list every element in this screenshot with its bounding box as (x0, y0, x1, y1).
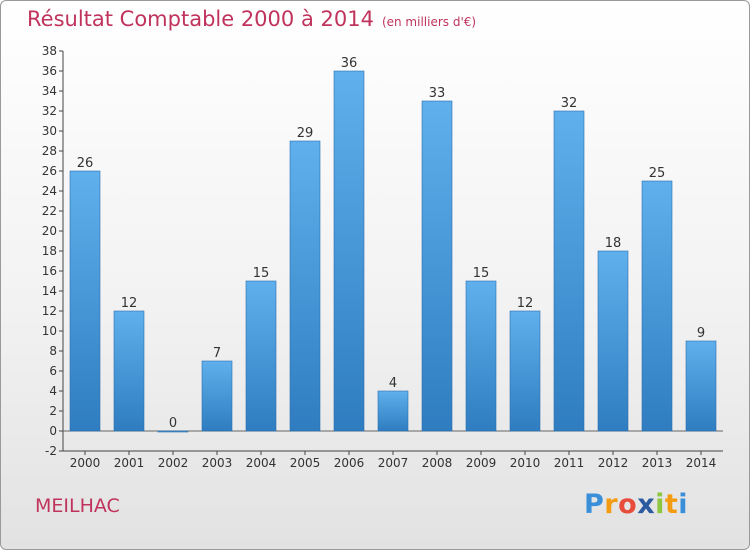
bar-2012 (597, 250, 629, 432)
data-label-2006: 36 (341, 56, 358, 71)
data-label-2014: 9 (697, 326, 705, 341)
data-label-2013: 25 (649, 166, 666, 181)
x-tick-label-2010: 2010 (510, 456, 541, 470)
x-tick-label-2001: 2001 (114, 456, 145, 470)
data-label-2005: 29 (297, 126, 314, 141)
bar-2007 (377, 390, 409, 432)
y-tick-label: 24 (42, 184, 57, 198)
y-tick-label: 22 (42, 204, 57, 218)
x-tick-label-2006: 2006 (334, 456, 365, 470)
x-tick-label-2014: 2014 (686, 456, 717, 470)
y-tick-label: 30 (42, 124, 57, 138)
chart-bars (69, 70, 717, 433)
chart-title-block: Résultat Comptable 2000 à 2014 (en millie… (27, 7, 476, 31)
bar-2010 (509, 310, 541, 432)
data-label-2011: 32 (561, 96, 578, 111)
bar-2005 (289, 140, 321, 432)
logo-letter: o (618, 489, 638, 520)
logo-letter: i (678, 489, 689, 520)
y-tick-label: 38 (42, 44, 57, 58)
data-label-2004: 15 (253, 266, 270, 281)
data-label-2009: 15 (473, 266, 490, 281)
bar-2011 (553, 110, 585, 432)
y-tick-label: 34 (42, 84, 57, 98)
y-tick-label: 32 (42, 104, 57, 118)
logo-letter: i (655, 489, 665, 520)
x-tick-label-2005: 2005 (290, 456, 321, 470)
chart-axes: -202468101214161820222426283032343638200… (42, 44, 723, 470)
logo-letter: t (664, 489, 679, 520)
y-tick-label: 2 (49, 404, 57, 418)
y-tick-label: 10 (42, 324, 57, 338)
proxiti-logo: Proxiti (584, 489, 688, 520)
bar-2004 (245, 280, 277, 432)
x-tick-label-2012: 2012 (598, 456, 629, 470)
x-tick-label-2009: 2009 (466, 456, 497, 470)
data-label-2003: 7 (213, 346, 221, 361)
y-tick-label: 28 (42, 144, 57, 158)
bar-2000 (69, 170, 101, 432)
y-tick-label: 8 (49, 344, 57, 358)
data-label-2002: 0 (169, 416, 177, 431)
data-label-2001: 12 (121, 296, 138, 311)
x-tick-label-2000: 2000 (70, 456, 101, 470)
x-tick-label-2004: 2004 (246, 456, 277, 470)
data-label-2008: 33 (429, 86, 446, 101)
bar-2009 (465, 280, 497, 432)
data-label-2007: 4 (389, 376, 397, 391)
x-tick-label-2008: 2008 (422, 456, 453, 470)
chart-subtitle: (en milliers d'€) (381, 15, 477, 29)
y-tick-label: 16 (42, 264, 57, 278)
x-tick-label-2003: 2003 (202, 456, 233, 470)
y-tick-label: 18 (42, 244, 57, 258)
bar-2013 (641, 180, 673, 432)
logo-letter: r (604, 489, 619, 520)
x-tick-label-2011: 2011 (554, 456, 585, 470)
bar-2008 (421, 100, 453, 432)
y-tick-label: 12 (42, 304, 57, 318)
y-tick-label: 14 (42, 284, 57, 298)
x-tick-label-2002: 2002 (158, 456, 189, 470)
y-tick-label: 36 (42, 64, 57, 78)
bar-2014 (685, 340, 717, 432)
y-tick-label: 6 (49, 364, 57, 378)
data-label-2010: 12 (517, 296, 534, 311)
y-tick-label: 26 (42, 164, 57, 178)
y-tick-label: 20 (42, 224, 57, 238)
chart-title: Résultat Comptable 2000 à 2014 (27, 7, 374, 31)
bar-2002 (157, 430, 189, 433)
logo-letter: P (584, 489, 605, 520)
y-tick-label: 4 (49, 384, 57, 398)
logo-letter: x (637, 489, 656, 520)
bar-2006 (333, 70, 365, 432)
data-label-2012: 18 (605, 236, 622, 251)
commune-name: MEILHAC (35, 495, 120, 517)
data-label-2000: 26 (77, 156, 94, 171)
y-tick-label: 0 (49, 424, 57, 438)
chart-data-labels: 26 12 0 7 15 29 36 4 33 15 12 32 18 25 9 (77, 56, 705, 431)
bar-2003 (201, 360, 233, 432)
bar-2001 (113, 310, 145, 432)
y-tick-label: -2 (45, 444, 57, 458)
x-tick-label-2013: 2013 (642, 456, 673, 470)
x-tick-label-2007: 2007 (378, 456, 409, 470)
